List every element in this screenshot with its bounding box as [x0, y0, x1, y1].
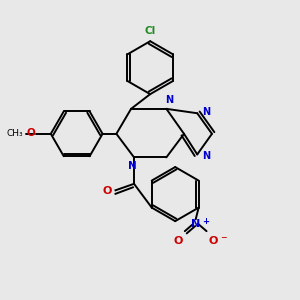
- Text: N: N: [202, 107, 211, 117]
- Text: N: N: [165, 95, 173, 105]
- Text: ⁻: ⁻: [220, 234, 227, 247]
- Text: N: N: [191, 219, 200, 230]
- Text: Cl: Cl: [145, 26, 156, 36]
- Text: O: O: [27, 128, 35, 138]
- Text: N: N: [128, 161, 137, 171]
- Text: CH₃: CH₃: [6, 129, 23, 138]
- Text: O: O: [173, 236, 183, 246]
- Text: O: O: [102, 186, 111, 196]
- Text: +: +: [202, 217, 209, 226]
- Text: N: N: [202, 151, 211, 161]
- Text: O: O: [208, 236, 218, 246]
